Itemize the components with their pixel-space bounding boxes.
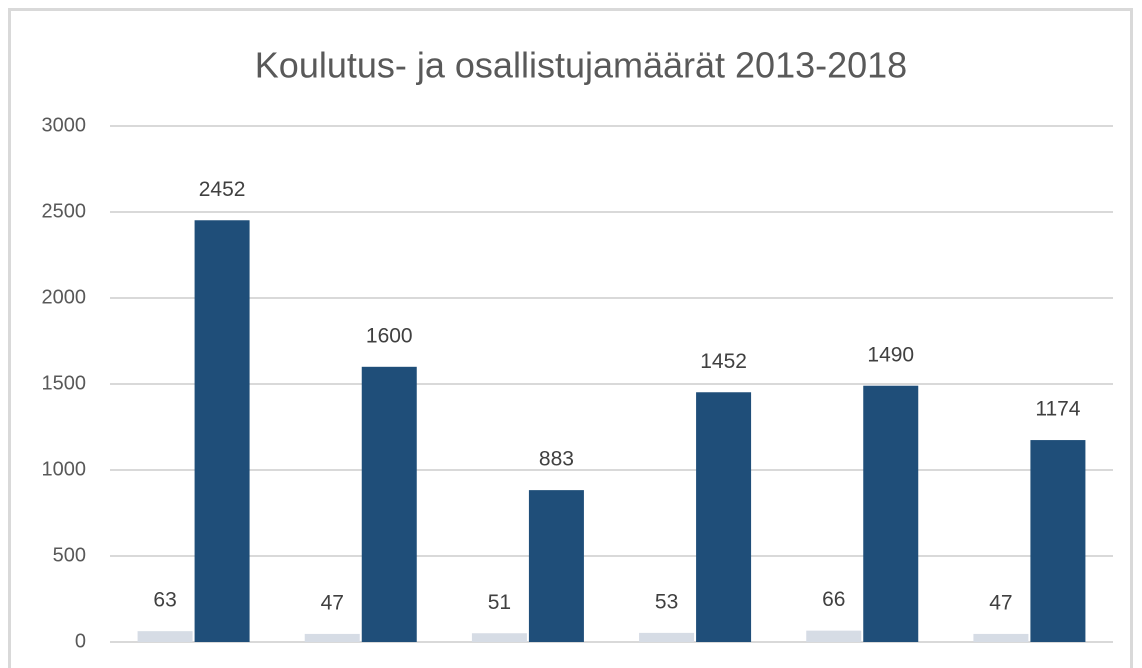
bar xyxy=(1030,440,1086,642)
data-label: 66 xyxy=(822,588,845,611)
bar xyxy=(696,392,752,642)
y-tick-label: 500 xyxy=(53,544,86,566)
y-tick-label: 2000 xyxy=(42,286,87,308)
data-label: 1490 xyxy=(867,343,914,366)
data-label: 883 xyxy=(539,448,574,471)
y-tick-label: 1500 xyxy=(42,372,87,394)
data-label: 47 xyxy=(989,591,1012,614)
data-label: 53 xyxy=(655,590,678,613)
bar xyxy=(639,632,695,642)
bar xyxy=(471,633,527,642)
chart-border xyxy=(8,8,1133,668)
data-label: 1452 xyxy=(700,350,747,373)
bar xyxy=(137,631,193,642)
y-tick-label: 2500 xyxy=(42,200,87,222)
bar xyxy=(361,366,417,642)
bar xyxy=(863,385,919,642)
bar xyxy=(973,633,1029,642)
data-label: 47 xyxy=(321,591,344,614)
bar xyxy=(304,633,360,642)
data-label: 1174 xyxy=(1035,398,1080,421)
bar xyxy=(528,490,584,642)
y-tick-label: 3000 xyxy=(42,114,87,136)
data-label: 51 xyxy=(488,591,511,614)
bar xyxy=(806,630,862,642)
data-label: 2452 xyxy=(199,178,246,201)
data-label: 63 xyxy=(153,589,176,612)
data-label: 1600 xyxy=(366,324,413,347)
bar xyxy=(194,220,250,643)
y-tick-label: 0 xyxy=(75,630,86,652)
chart-title: Koulutus- ja osallistujamäärät 2013-2018 xyxy=(255,45,907,86)
y-tick-label: 1000 xyxy=(42,458,87,480)
